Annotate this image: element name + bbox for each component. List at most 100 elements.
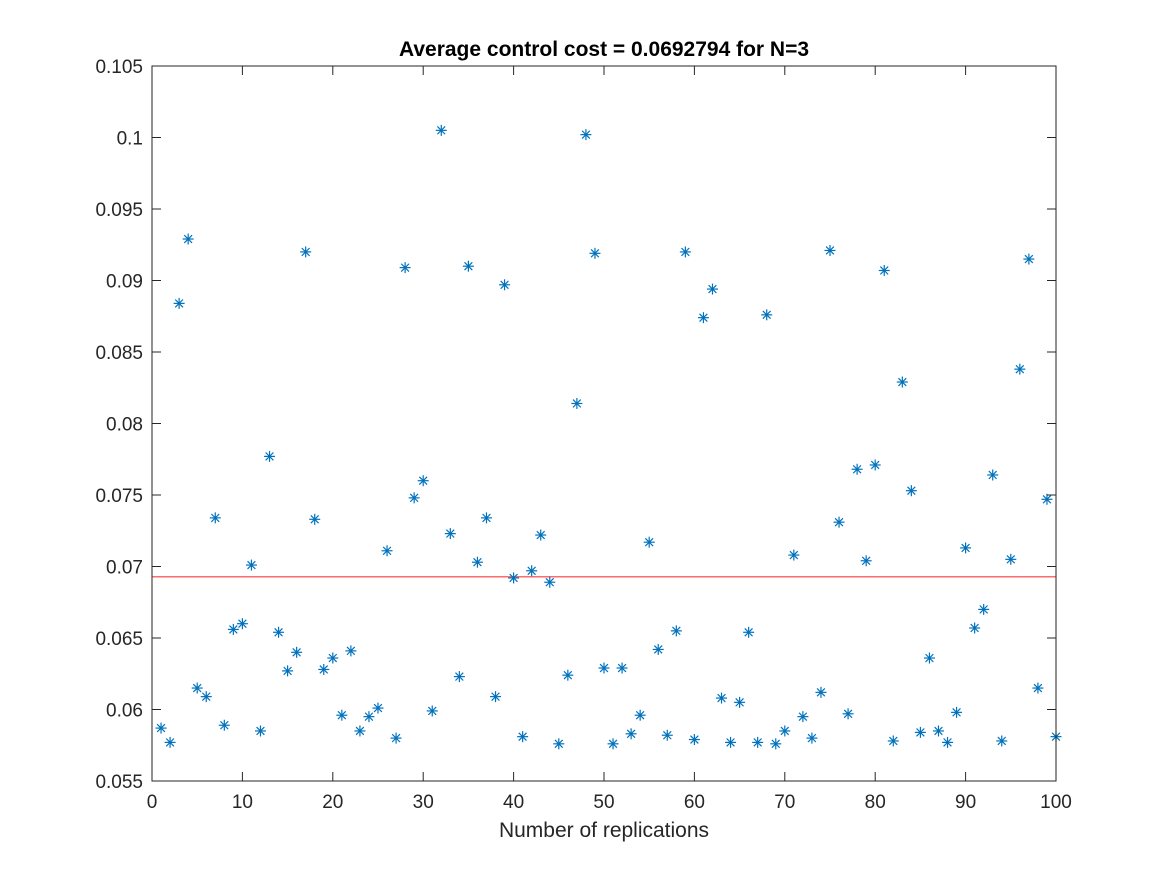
x-tick-label: 90 <box>955 792 976 813</box>
data-point <box>797 711 809 723</box>
x-tick-label: 70 <box>774 792 795 813</box>
data-point <box>562 669 574 681</box>
data-point <box>725 736 737 748</box>
data-point <box>896 376 908 388</box>
axis-ticks <box>151 65 1057 782</box>
data-point <box>580 129 592 141</box>
data-point <box>960 542 972 554</box>
data-point <box>300 246 312 258</box>
plot-area <box>152 66 1056 781</box>
data-point <box>291 646 303 658</box>
data-point <box>833 516 845 528</box>
data-point <box>770 738 782 750</box>
data-point <box>670 625 682 637</box>
data-point <box>987 469 999 481</box>
data-point <box>887 735 899 747</box>
y-tick-label: 0.06 <box>106 701 143 722</box>
y-tick-label: 0.055 <box>95 772 143 793</box>
x-tick-label: 20 <box>322 792 343 813</box>
y-tick-label: 0.065 <box>95 629 143 650</box>
data-point <box>616 662 628 674</box>
data-point <box>1014 363 1026 375</box>
x-tick-label: 0 <box>147 792 158 813</box>
data-point <box>679 246 691 258</box>
data-point <box>553 738 565 750</box>
data-point <box>327 652 339 664</box>
data-point <box>245 559 257 571</box>
data-point <box>254 725 266 737</box>
data-point <box>471 556 483 568</box>
data-point <box>969 622 981 634</box>
data-point <box>535 529 547 541</box>
data-point <box>697 312 709 324</box>
data-point <box>480 512 492 524</box>
data-point <box>390 732 402 744</box>
data-point <box>435 124 447 136</box>
x-tick-label: 30 <box>413 792 434 813</box>
data-point <box>462 260 474 272</box>
data-point <box>734 696 746 708</box>
data-point <box>164 736 176 748</box>
data-point <box>815 686 827 698</box>
data-point <box>309 513 321 525</box>
data-point <box>598 662 610 674</box>
data-point <box>625 728 637 740</box>
data-point <box>336 709 348 721</box>
x-tick-label: 60 <box>684 792 705 813</box>
data-point <box>363 711 375 723</box>
data-point <box>517 731 529 743</box>
data-point <box>526 565 538 577</box>
x-tick-label: 100 <box>1040 792 1072 813</box>
data-point <box>264 450 276 462</box>
data-point <box>1005 553 1017 565</box>
data-point <box>155 722 167 734</box>
x-tick-label: 10 <box>232 792 253 813</box>
data-point <box>408 492 420 504</box>
data-point <box>508 572 520 584</box>
data-point <box>236 618 248 630</box>
data-point <box>426 705 438 717</box>
x-tick-label: 50 <box>593 792 614 813</box>
data-point <box>490 691 502 703</box>
data-point <box>878 264 890 276</box>
data-point <box>779 725 791 737</box>
data-point <box>544 576 556 588</box>
data-point <box>273 626 285 638</box>
data-point <box>634 709 646 721</box>
data-point <box>282 665 294 677</box>
data-point <box>643 536 655 548</box>
data-point <box>173 297 185 309</box>
data-point <box>752 736 764 748</box>
tick-labels: 0 10 20 30 40 50 60 70 80 90 100 0.055 0.06 0.065 0.07… <box>95 57 1071 813</box>
data-point <box>589 247 601 259</box>
data-point <box>706 283 718 295</box>
data-point <box>978 603 990 615</box>
chart-title: Average control cost = 0.0692794 for N=3 <box>399 38 809 61</box>
y-tick-label: 0.07 <box>106 558 143 579</box>
data-point <box>923 652 935 664</box>
x-tick-label: 40 <box>503 792 524 813</box>
data-point <box>1032 682 1044 694</box>
data-point <box>191 682 203 694</box>
data-point <box>661 729 673 741</box>
data-point <box>914 726 926 738</box>
data-point <box>860 555 872 567</box>
data-point <box>652 643 664 655</box>
data-point <box>571 397 583 409</box>
data-point <box>824 244 836 256</box>
y-tick-label: 0.09 <box>106 272 143 293</box>
data-point <box>996 735 1008 747</box>
data-point <box>788 549 800 561</box>
data-point <box>444 528 456 540</box>
data-point <box>372 702 384 714</box>
y-tick-label: 0.105 <box>95 57 143 78</box>
y-tick-label: 0.095 <box>95 200 143 221</box>
data-point <box>761 309 773 321</box>
y-tick-label: 0.08 <box>106 415 143 436</box>
data-point <box>806 732 818 744</box>
data-point <box>932 725 944 737</box>
data-point <box>905 485 917 497</box>
data-point <box>743 626 755 638</box>
data-point <box>354 725 366 737</box>
data-point <box>869 459 881 471</box>
